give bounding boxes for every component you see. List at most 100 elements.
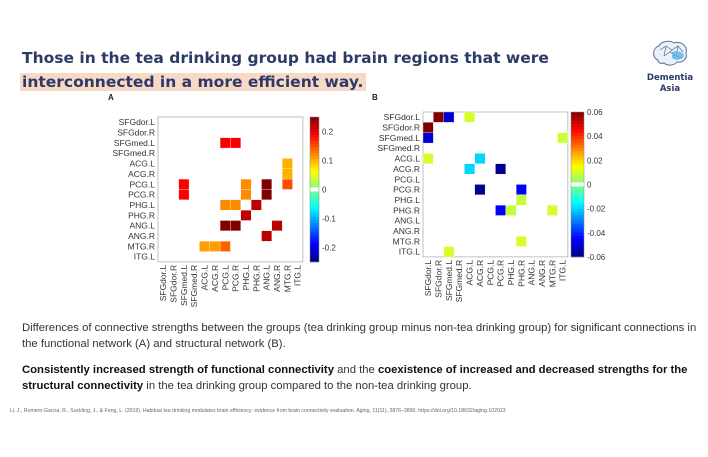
- col-tick-label: ANG.L: [262, 265, 272, 291]
- row-tick-label: PCG.R: [393, 185, 420, 195]
- colorbar-segment: [571, 118, 584, 122]
- heatmap-cell: [230, 220, 241, 232]
- col-tick-label: SFGdor.R: [434, 260, 444, 298]
- colorbar-segment: [310, 234, 319, 239]
- colorbar-segment: [571, 220, 584, 224]
- colorbar-segment: [571, 178, 584, 182]
- col-tick-label: PHG.R: [251, 265, 261, 292]
- colorbar-segment: [571, 130, 584, 134]
- colorbar-segment: [310, 228, 319, 233]
- heatmap-cell: [422, 132, 434, 144]
- colorbar-segment: [310, 246, 319, 251]
- col-tick-label: PCG.R: [496, 260, 506, 287]
- heatmap-cell: [240, 178, 252, 190]
- heatmap-cell: [516, 194, 527, 206]
- colorbar-segment: [310, 165, 319, 169]
- heatmap-cell: [495, 204, 506, 216]
- heatmap-cell: [505, 204, 517, 216]
- summary-bold-2: coexistence of increased and decreased s…: [22, 364, 688, 392]
- heatmap-cell: [261, 189, 273, 200]
- colorbar-segment: [310, 168, 319, 172]
- heatmap-cell: [422, 122, 434, 133]
- colorbar-segment: [571, 241, 584, 246]
- heatmap-cell: [282, 178, 293, 190]
- row-tick-label: SFGmed.R: [112, 148, 155, 158]
- colorbar-segment: [310, 171, 319, 175]
- colorbar-segment: [310, 225, 319, 229]
- summary-text-1: and the: [333, 364, 378, 376]
- colorbar-segment: [310, 138, 319, 142]
- colorbar-segment: [310, 153, 319, 157]
- heatmap-cell: [495, 163, 506, 175]
- colorbar-segment: [310, 129, 319, 133]
- col-tick-label: PHG.L: [241, 265, 251, 291]
- row-tick-label: ITG.L: [399, 247, 421, 257]
- colorbar-segment: [571, 175, 584, 179]
- colorbar-segment: [571, 205, 584, 209]
- colorbar-segment: [571, 226, 584, 231]
- col-tick-label: SFGdor.L: [158, 265, 168, 302]
- plot-frame: [422, 111, 569, 258]
- colorbar-segment: [310, 162, 319, 166]
- col-tick-label: PHG.R: [516, 260, 526, 287]
- heatmap-cell: [199, 241, 210, 252]
- colorbar-segment: [310, 258, 319, 263]
- colorbar-tick-label: 0.06: [587, 108, 603, 117]
- heatmap-cell: [240, 209, 252, 221]
- row-tick-label: SFGdor.L: [119, 117, 156, 127]
- brain-icon: [653, 40, 687, 66]
- colorbar-tick-label: -0.06: [587, 253, 606, 262]
- heatmap-cell: [178, 178, 190, 190]
- colorbar-segment: [571, 253, 584, 258]
- heatmap-cell: [219, 241, 231, 252]
- heatmap-cell: [240, 189, 252, 200]
- row-tick-label: PHG.R: [128, 210, 155, 220]
- colorbar-segment: [571, 121, 584, 125]
- row-tick-label: MTG.R: [128, 241, 155, 251]
- row-tick-label: SFGmed.R: [377, 143, 420, 153]
- logo-text-line-2: Asia: [659, 84, 681, 94]
- colorbar-segment: [571, 211, 584, 215]
- heatmap-cell: [230, 137, 241, 149]
- colorbar-segment: [571, 244, 584, 249]
- row-tick-label: ACG.L: [129, 159, 155, 169]
- colorbar-segment: [310, 243, 319, 248]
- col-tick-label: MTG.R: [282, 265, 292, 292]
- colorbar-segment: [571, 208, 584, 212]
- colorbar-segment: [571, 229, 584, 234]
- colorbar-segment: [310, 120, 319, 124]
- col-tick-label: SFGmed.R: [454, 260, 464, 303]
- summary-text-2: in the tea drinking group compared to th…: [143, 380, 472, 392]
- row-tick-label: ANG.L: [129, 221, 155, 231]
- col-tick-label: ITG.L: [558, 260, 568, 282]
- colorbar-segment: [310, 156, 319, 160]
- heatmap-cell: [219, 199, 231, 211]
- colorbar-tick-label: 0: [587, 180, 592, 189]
- colorbar-segment: [310, 132, 319, 136]
- colorbar-frame: [570, 111, 585, 258]
- title-line-2-highlighted: interconnected in a more efficient way.: [20, 73, 367, 91]
- summary-text: Consistently increased strength of funct…: [22, 362, 702, 394]
- colorbar-segment: [310, 219, 319, 223]
- row-tick-label: PHG.L: [129, 200, 155, 210]
- colorbar-segment: [571, 190, 584, 194]
- colorbar-segment: [571, 187, 584, 191]
- colorbar-segment: [571, 163, 584, 167]
- colorbar-segment: [571, 172, 584, 176]
- row-tick-label: ANG.R: [393, 226, 420, 236]
- row-tick-label: SFGmed.L: [114, 138, 155, 148]
- colorbar-segment: [571, 223, 584, 228]
- logo-text-line-1: Dementia: [646, 73, 694, 83]
- colorbar-segment: [310, 150, 319, 154]
- panel-label: A: [108, 93, 114, 102]
- col-tick-label: ANG.L: [527, 260, 537, 286]
- col-tick-label: PHG.L: [506, 260, 516, 286]
- row-tick-label: SFGmed.L: [379, 133, 420, 143]
- colorbar-segment: [571, 148, 584, 152]
- row-tick-label: ACG.R: [393, 164, 420, 174]
- row-tick-label: ANG.R: [128, 231, 155, 241]
- colorbar-segment: [571, 202, 584, 206]
- slide-title: Those in the tea drinking group had brai…: [20, 46, 549, 94]
- heatmap-cell: [547, 204, 558, 216]
- colorbar-segment: [310, 198, 319, 202]
